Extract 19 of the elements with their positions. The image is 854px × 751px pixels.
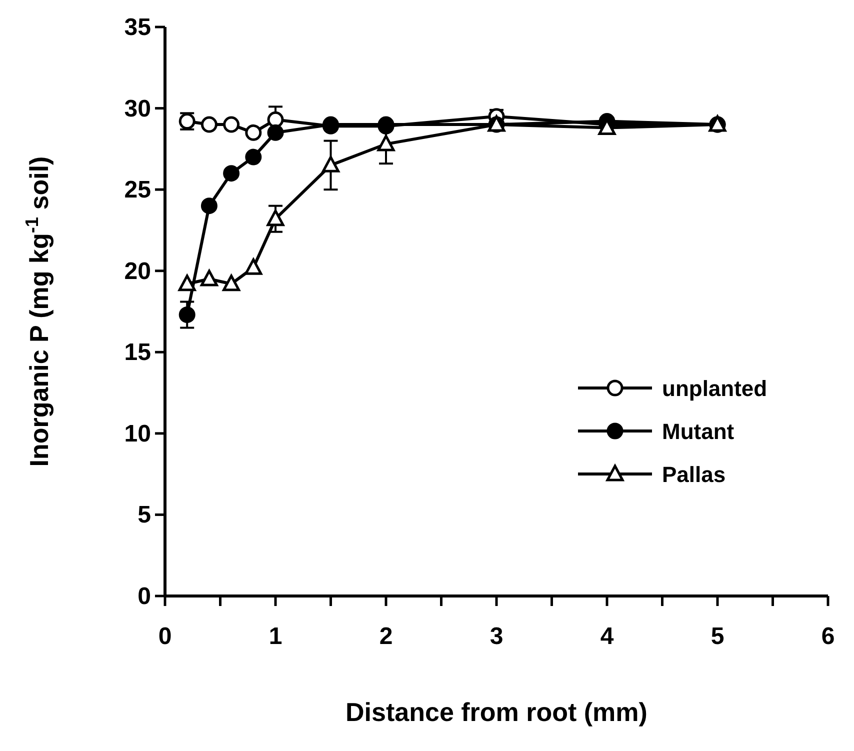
x-tick-label: 5 [710, 623, 724, 650]
x-tick-label: 4 [600, 623, 614, 650]
x-tick-label: 2 [379, 623, 393, 650]
y-tick-label: 0 [138, 583, 151, 610]
y-tick-label: 10 [124, 420, 151, 448]
y-tick-label: 5 [138, 502, 151, 529]
x-tick-label: 6 [821, 623, 835, 650]
x-tick-label: 0 [158, 623, 172, 650]
y-tick-label: 20 [124, 258, 151, 285]
legend-label: Mutant [662, 419, 735, 444]
x-tick-label: 1 [268, 623, 282, 650]
legend-label: unplanted [662, 376, 768, 401]
x-tick-label: 3 [490, 623, 504, 650]
y-tick-label: 35 [124, 14, 151, 41]
legend-label: Pallas [662, 462, 726, 487]
y-tick-label: 15 [124, 339, 151, 366]
y-tick-label: 25 [124, 176, 151, 204]
y-tick-label: 30 [124, 95, 151, 122]
x-axis-title: Distance from root (mm) [346, 697, 648, 727]
